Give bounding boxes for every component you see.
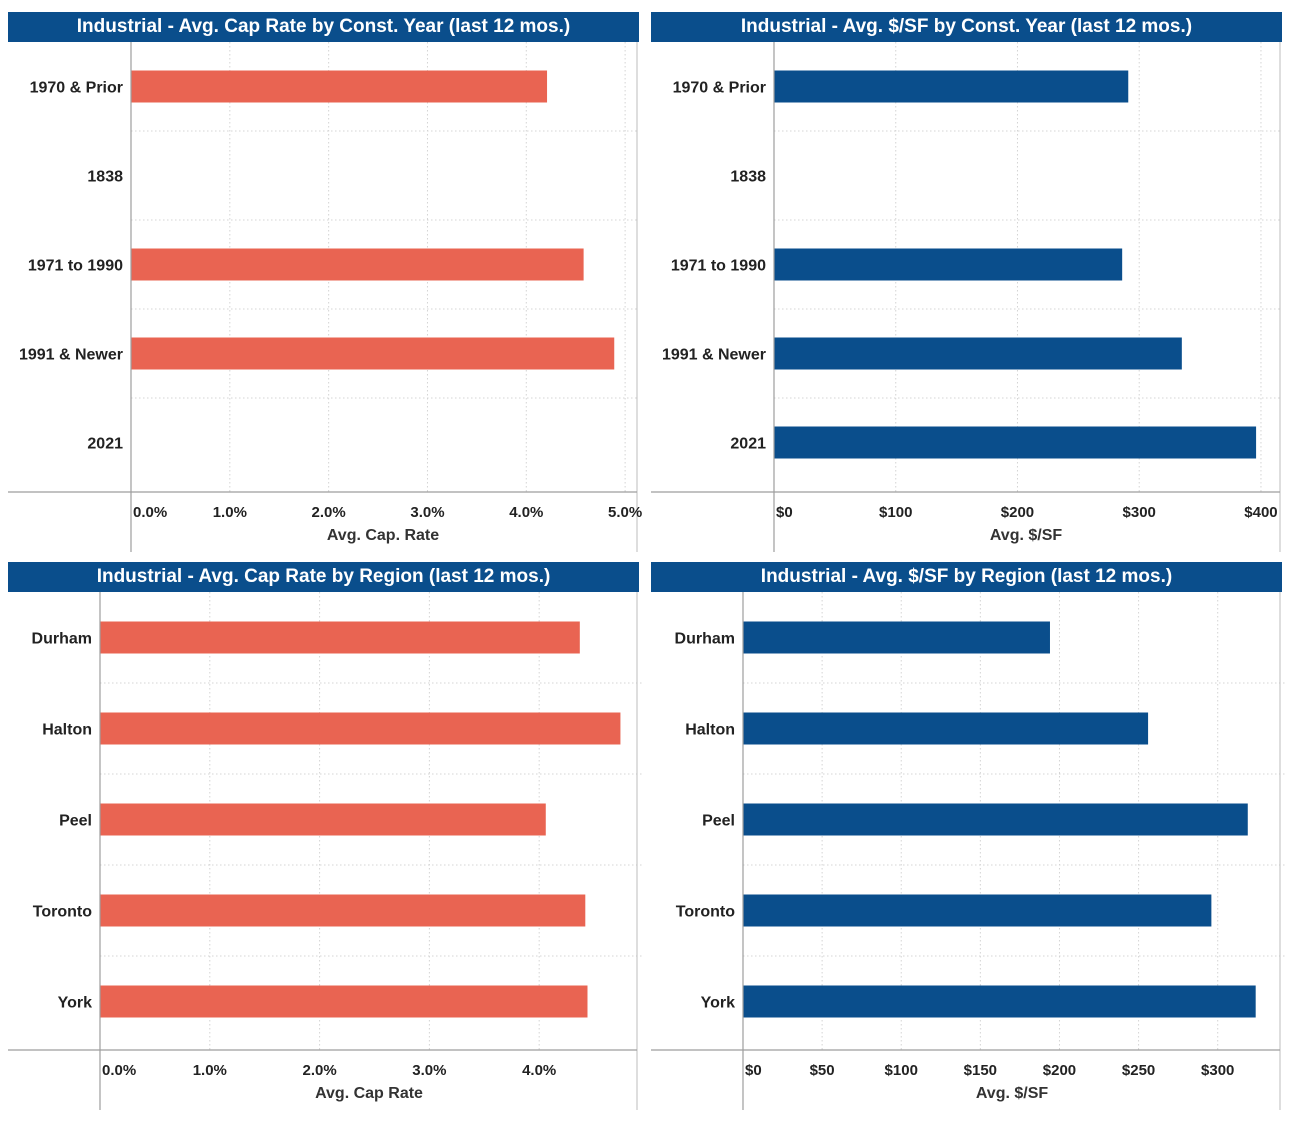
x-tick-label: $100 bbox=[879, 504, 912, 521]
x-tick-label: $250 bbox=[1122, 1062, 1155, 1079]
chart-price-psf-by-region: Industrial - Avg. $/SF by Region (last 1… bbox=[651, 562, 1285, 1110]
x-tick-label: $300 bbox=[1201, 1062, 1234, 1079]
chart-price-psf-by-const-year: Industrial - Avg. $/SF by Const. Year (l… bbox=[651, 12, 1282, 552]
bar-2021 bbox=[774, 426, 1257, 459]
x-tick-label: $100 bbox=[885, 1062, 918, 1079]
chart-plot: Durham Halton Peel Toronto York $0 $50 $100 $150… bbox=[651, 592, 1285, 1110]
chart-title: Industrial - Avg. Cap Rate by Region (la… bbox=[8, 562, 639, 592]
x-tick-label: $200 bbox=[1001, 504, 1034, 521]
category-label: 1970 & Prior bbox=[673, 80, 766, 97]
x-axis-title: Avg. Cap Rate bbox=[315, 1085, 423, 1102]
category-label: 1991 & Newer bbox=[662, 347, 766, 364]
category-label: Halton bbox=[685, 722, 735, 739]
category-label: Peel bbox=[59, 813, 92, 830]
bar-1970-prior bbox=[131, 70, 548, 103]
x-tick-label: $0 bbox=[776, 504, 793, 521]
x-tick-label: 1.0% bbox=[193, 1062, 227, 1079]
chart-plot: 1970 & Prior 1838 1971 to 1990 1991 & Newer… bbox=[8, 42, 642, 552]
bar-york bbox=[100, 985, 588, 1018]
x-tick-label: $300 bbox=[1123, 504, 1156, 521]
chart-title: Industrial - Avg. Cap Rate by Const. Yea… bbox=[8, 12, 639, 42]
chart-cap-rate-by-region: Industrial - Avg. Cap Rate by Region (la… bbox=[8, 562, 642, 1110]
x-tick-label: 2.0% bbox=[312, 504, 346, 521]
x-tick-label: 5.0% bbox=[608, 504, 642, 521]
chart-cap-rate-by-const-year: Industrial - Avg. Cap Rate by Const. Yea… bbox=[8, 12, 642, 552]
bar-york bbox=[743, 985, 1256, 1018]
category-label: Halton bbox=[42, 722, 92, 739]
x-tick-label: 3.0% bbox=[410, 504, 444, 521]
category-label: 1838 bbox=[730, 169, 766, 186]
bar-1971-to-1990 bbox=[131, 248, 584, 281]
x-tick-label: $0 bbox=[745, 1062, 762, 1079]
category-label: Toronto bbox=[676, 904, 735, 921]
category-label: Durham bbox=[675, 631, 735, 648]
x-tick-label: 1.0% bbox=[213, 504, 247, 521]
chart-title: Industrial - Avg. $/SF by Const. Year (l… bbox=[651, 12, 1282, 42]
category-label: 2021 bbox=[730, 436, 766, 453]
bar-halton bbox=[743, 712, 1149, 745]
bar-toronto bbox=[743, 894, 1212, 927]
category-label: 1970 & Prior bbox=[30, 80, 123, 97]
bar-peel bbox=[743, 803, 1248, 836]
x-tick-label: $150 bbox=[964, 1062, 997, 1079]
category-label: 1838 bbox=[87, 169, 123, 186]
category-label: 1971 to 1990 bbox=[671, 258, 766, 275]
bar-durham bbox=[743, 621, 1050, 654]
x-tick-label: 0.0% bbox=[102, 1062, 136, 1079]
category-label: 1991 & Newer bbox=[19, 347, 123, 364]
category-label: 1971 to 1990 bbox=[28, 258, 123, 275]
x-tick-label: 0.0% bbox=[133, 504, 167, 521]
x-axis-title: Avg. $/SF bbox=[976, 1085, 1049, 1102]
bar-1970-prior bbox=[774, 70, 1129, 103]
bar-1971-to-1990 bbox=[774, 248, 1123, 281]
x-tick-label: 4.0% bbox=[509, 504, 543, 521]
category-label: Toronto bbox=[33, 904, 92, 921]
x-tick-label: 3.0% bbox=[412, 1062, 446, 1079]
chart-title: Industrial - Avg. $/SF by Region (last 1… bbox=[651, 562, 1282, 592]
bar-1991-newer bbox=[774, 337, 1182, 370]
x-axis-title: Avg. Cap. Rate bbox=[327, 527, 439, 544]
bar-toronto bbox=[100, 894, 586, 927]
category-label: 2021 bbox=[87, 436, 123, 453]
x-tick-label: 4.0% bbox=[522, 1062, 556, 1079]
bar-halton bbox=[100, 712, 621, 745]
x-tick-label: $200 bbox=[1043, 1062, 1076, 1079]
bar-peel bbox=[100, 803, 546, 836]
category-label: Peel bbox=[702, 813, 735, 830]
chart-plot: 1970 & Prior 1838 1971 to 1990 1991 & Newer… bbox=[651, 42, 1282, 552]
bar-durham bbox=[100, 621, 580, 654]
x-axis-title: Avg. $/SF bbox=[990, 527, 1063, 544]
x-tick-label: $400 bbox=[1244, 504, 1277, 521]
category-label: York bbox=[701, 995, 735, 1012]
x-tick-label: $50 bbox=[810, 1062, 835, 1079]
category-label: Durham bbox=[32, 631, 92, 648]
chart-plot: Durham Halton Peel Toronto York 0.0% 1.0% 2.0% 3… bbox=[8, 592, 642, 1110]
category-label: York bbox=[58, 995, 92, 1012]
bar-1991-newer bbox=[131, 337, 615, 370]
x-tick-label: 2.0% bbox=[302, 1062, 336, 1079]
